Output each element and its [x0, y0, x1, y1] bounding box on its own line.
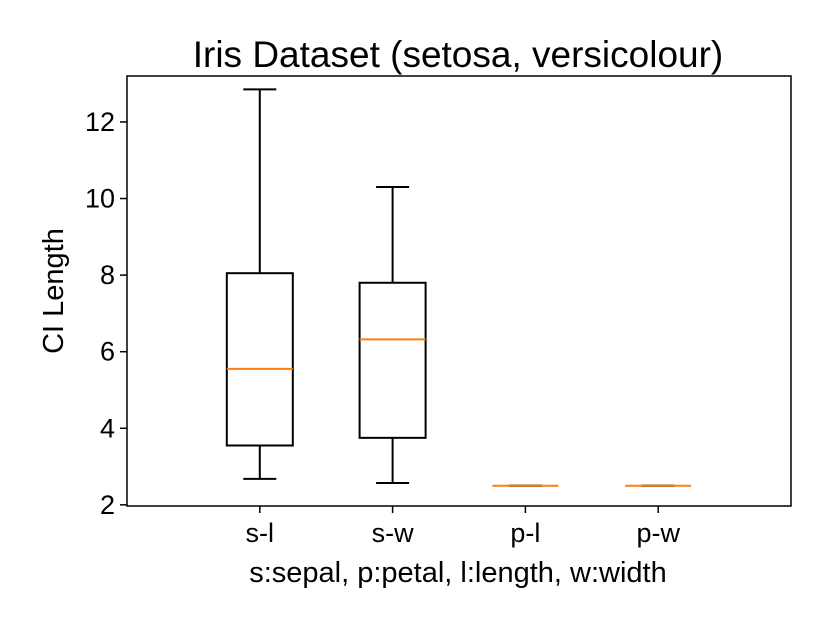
plot-frame	[126, 75, 792, 507]
y-tick-label-12: 12	[85, 107, 115, 137]
plot-area: 2 4 6 8 10 12 s-l s-w p-l p-w	[85, 75, 792, 548]
x-tick-label-p-w: p-w	[636, 518, 680, 548]
y-tick-label-4: 4	[100, 413, 115, 443]
box-s-w	[358, 281, 427, 439]
x-axis-label: s:sepal, p:petal, l:length, w:width	[249, 557, 667, 589]
y-tick-label-10: 10	[85, 184, 115, 214]
x-tick-label-s-l: s-l	[246, 518, 275, 548]
y-tick-label-2: 2	[100, 490, 115, 520]
y-tick-label-8: 8	[100, 260, 115, 290]
x-tick-label-s-w: s-w	[372, 518, 414, 548]
x-tick-label-p-l: p-l	[510, 518, 540, 548]
box-s-l	[225, 272, 294, 447]
y-axis-label: CI Length	[38, 228, 70, 354]
y-tick-label-6: 6	[100, 337, 115, 367]
chart-title: Iris Dataset (setosa, versicolour)	[193, 34, 724, 75]
